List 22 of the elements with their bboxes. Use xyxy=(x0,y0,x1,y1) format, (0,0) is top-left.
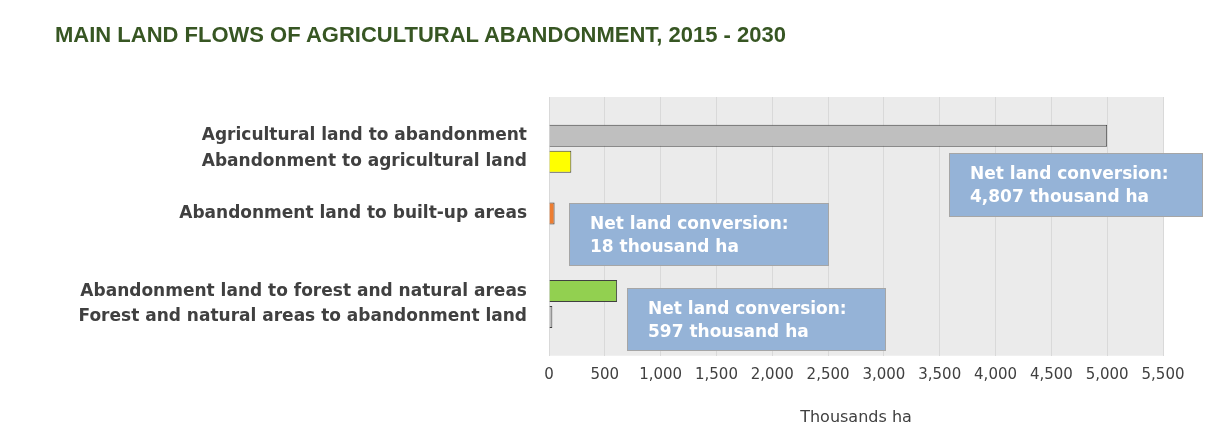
y-tick-label: Forest and natural areas to abandonment land xyxy=(78,305,527,326)
x-tick-label: 2,000 xyxy=(750,364,794,383)
x-tick-label: 3,000 xyxy=(862,364,906,383)
x-tick-label: 5,500 xyxy=(1141,364,1185,383)
x-tick-label: 4,500 xyxy=(1029,364,1073,383)
callout-box: Net land conversion: 4,807 thousand ha xyxy=(949,153,1203,217)
x-tick-label: 5,000 xyxy=(1085,364,1129,383)
y-tick-label: Abandonment to agricultural land xyxy=(201,150,527,171)
y-tick-label: Abandonment land to forest and natural areas xyxy=(80,279,527,300)
y-tick-label: Agricultural land to abandonment xyxy=(201,124,527,145)
chart-title: MAIN LAND FLOWS OF AGRICULTURAL ABANDONMENT, 2015 - 2030 xyxy=(55,22,786,48)
x-tick-label: 500 xyxy=(590,364,620,383)
callout-box: Net land conversion: 597 thousand ha xyxy=(627,288,886,351)
callout-box: Net land conversion: 18 thousand ha xyxy=(569,203,829,266)
x-tick-label: 2,500 xyxy=(806,364,850,383)
x-tick-label: 3,500 xyxy=(918,364,962,383)
x-axis-title: Thousands ha xyxy=(799,406,912,426)
y-tick-label: Abandonment land to built-up areas xyxy=(179,201,527,222)
x-tick-label: 1,000 xyxy=(639,364,683,383)
x-tick-label: 0 xyxy=(544,364,554,383)
x-tick-label: 1,500 xyxy=(694,364,738,383)
x-tick-label: 4,000 xyxy=(974,364,1018,383)
